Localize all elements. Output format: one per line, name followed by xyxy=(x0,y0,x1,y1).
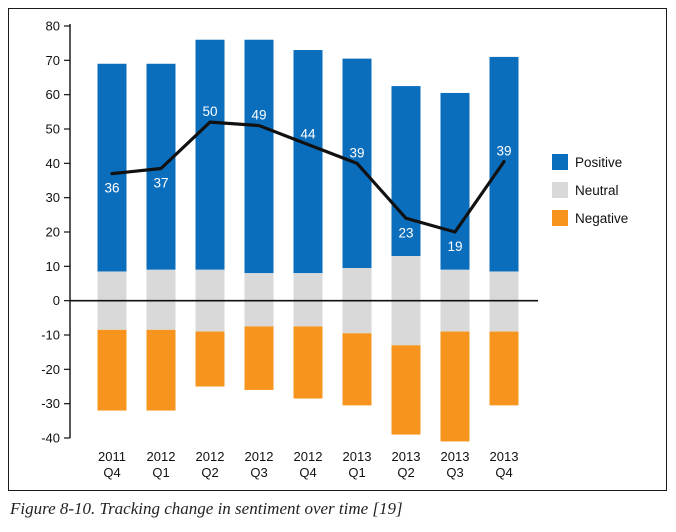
data-label: 50 xyxy=(202,104,217,119)
y-tick-label: -30 xyxy=(41,396,60,411)
legend-swatch-neutral xyxy=(552,182,568,198)
x-tick-label-quarter: Q1 xyxy=(152,465,169,480)
bar-negative xyxy=(440,331,470,442)
x-tick-label-year: 2012 xyxy=(245,449,274,464)
bar-negative xyxy=(195,331,225,387)
data-label: 49 xyxy=(251,108,266,123)
bar-neutral xyxy=(244,273,274,327)
y-tick-label: -10 xyxy=(41,328,60,343)
legend: Positive Neutral Negative xyxy=(552,154,628,226)
y-tick-label: 0 xyxy=(53,293,60,308)
data-label: 36 xyxy=(104,181,119,196)
legend-label-neutral: Neutral xyxy=(575,183,619,198)
bar-neutral xyxy=(293,273,323,327)
x-tick-label-year: 2011 xyxy=(98,449,126,464)
x-tick-label-quarter: Q3 xyxy=(250,465,267,480)
data-label: 44 xyxy=(300,126,316,141)
y-tick-label: 50 xyxy=(46,122,60,137)
x-tick-label-quarter: Q4 xyxy=(299,465,316,480)
y-tick-label: 40 xyxy=(46,156,60,171)
bar-positive xyxy=(244,39,274,274)
bars xyxy=(97,39,519,442)
trend-line xyxy=(110,120,506,234)
bar-negative xyxy=(146,329,176,411)
legend-swatch-negative xyxy=(552,210,568,226)
y-tick-label: -20 xyxy=(41,362,60,377)
y-tick-label: 10 xyxy=(46,259,60,274)
data-label: 39 xyxy=(496,144,511,159)
x-tick-label-year: 2012 xyxy=(294,449,323,464)
x-tick-label-quarter: Q4 xyxy=(103,465,120,480)
x-tick-label-quarter: Q1 xyxy=(348,465,365,480)
bar-negative xyxy=(489,331,519,406)
sentiment-chart: 80 70 60 50 40 30 20 10 0 -10 -20 -30 -40 36 37 50 49 44… xyxy=(41,19,628,481)
legend-swatch-positive xyxy=(552,154,568,170)
x-tick-label-quarter: Q3 xyxy=(446,465,463,480)
x-tick-label-year: 2013 xyxy=(490,449,519,464)
x-tick-label-year: 2013 xyxy=(343,449,372,464)
trend-polyline xyxy=(110,120,506,234)
x-tick-label-year: 2012 xyxy=(196,449,225,464)
x-axis-labels: 2011Q42012Q12012Q22012Q32012Q42013Q12013… xyxy=(98,449,518,480)
data-label: 19 xyxy=(447,239,462,254)
bar-positive xyxy=(293,50,323,274)
legend-label-positive: Positive xyxy=(575,155,622,170)
data-label: 23 xyxy=(398,225,413,240)
bar-positive xyxy=(440,92,470,270)
x-tick-label-year: 2013 xyxy=(441,449,470,464)
y-tick-label: 20 xyxy=(46,225,60,240)
x-tick-label-quarter: Q4 xyxy=(495,465,512,480)
x-tick-label-quarter: Q2 xyxy=(201,465,218,480)
x-tick-label-quarter: Q2 xyxy=(397,465,414,480)
legend-label-negative: Negative xyxy=(575,211,628,226)
data-label: 37 xyxy=(153,175,168,190)
bar-negative xyxy=(97,329,127,411)
y-tick-label: 60 xyxy=(46,87,60,102)
data-labels: 36 37 50 49 44 39 23 19 39 xyxy=(104,104,511,254)
bar-neutral xyxy=(489,271,519,332)
x-tick-label-year: 2012 xyxy=(147,449,176,464)
bar-positive xyxy=(391,86,421,257)
x-tick-label-year: 2013 xyxy=(392,449,421,464)
figure-caption: Figure 8-10. Tracking change in sentimen… xyxy=(10,499,403,518)
bar-negative xyxy=(342,333,372,406)
bar-negative xyxy=(293,326,323,399)
bar-neutral xyxy=(146,269,176,330)
data-label: 39 xyxy=(349,145,364,160)
bar-positive xyxy=(97,63,127,272)
y-tick-label: -40 xyxy=(41,431,60,446)
y-tick-label: 30 xyxy=(46,190,60,205)
y-axis: 80 70 60 50 40 30 20 10 0 -10 -20 -30 -40 xyxy=(41,19,71,446)
y-tick-label: 70 xyxy=(46,53,60,68)
y-tick-label: 80 xyxy=(46,19,60,34)
bar-negative xyxy=(391,345,421,435)
bar-negative xyxy=(244,326,274,390)
bar-positive xyxy=(195,39,225,270)
figure-frame xyxy=(8,8,667,491)
